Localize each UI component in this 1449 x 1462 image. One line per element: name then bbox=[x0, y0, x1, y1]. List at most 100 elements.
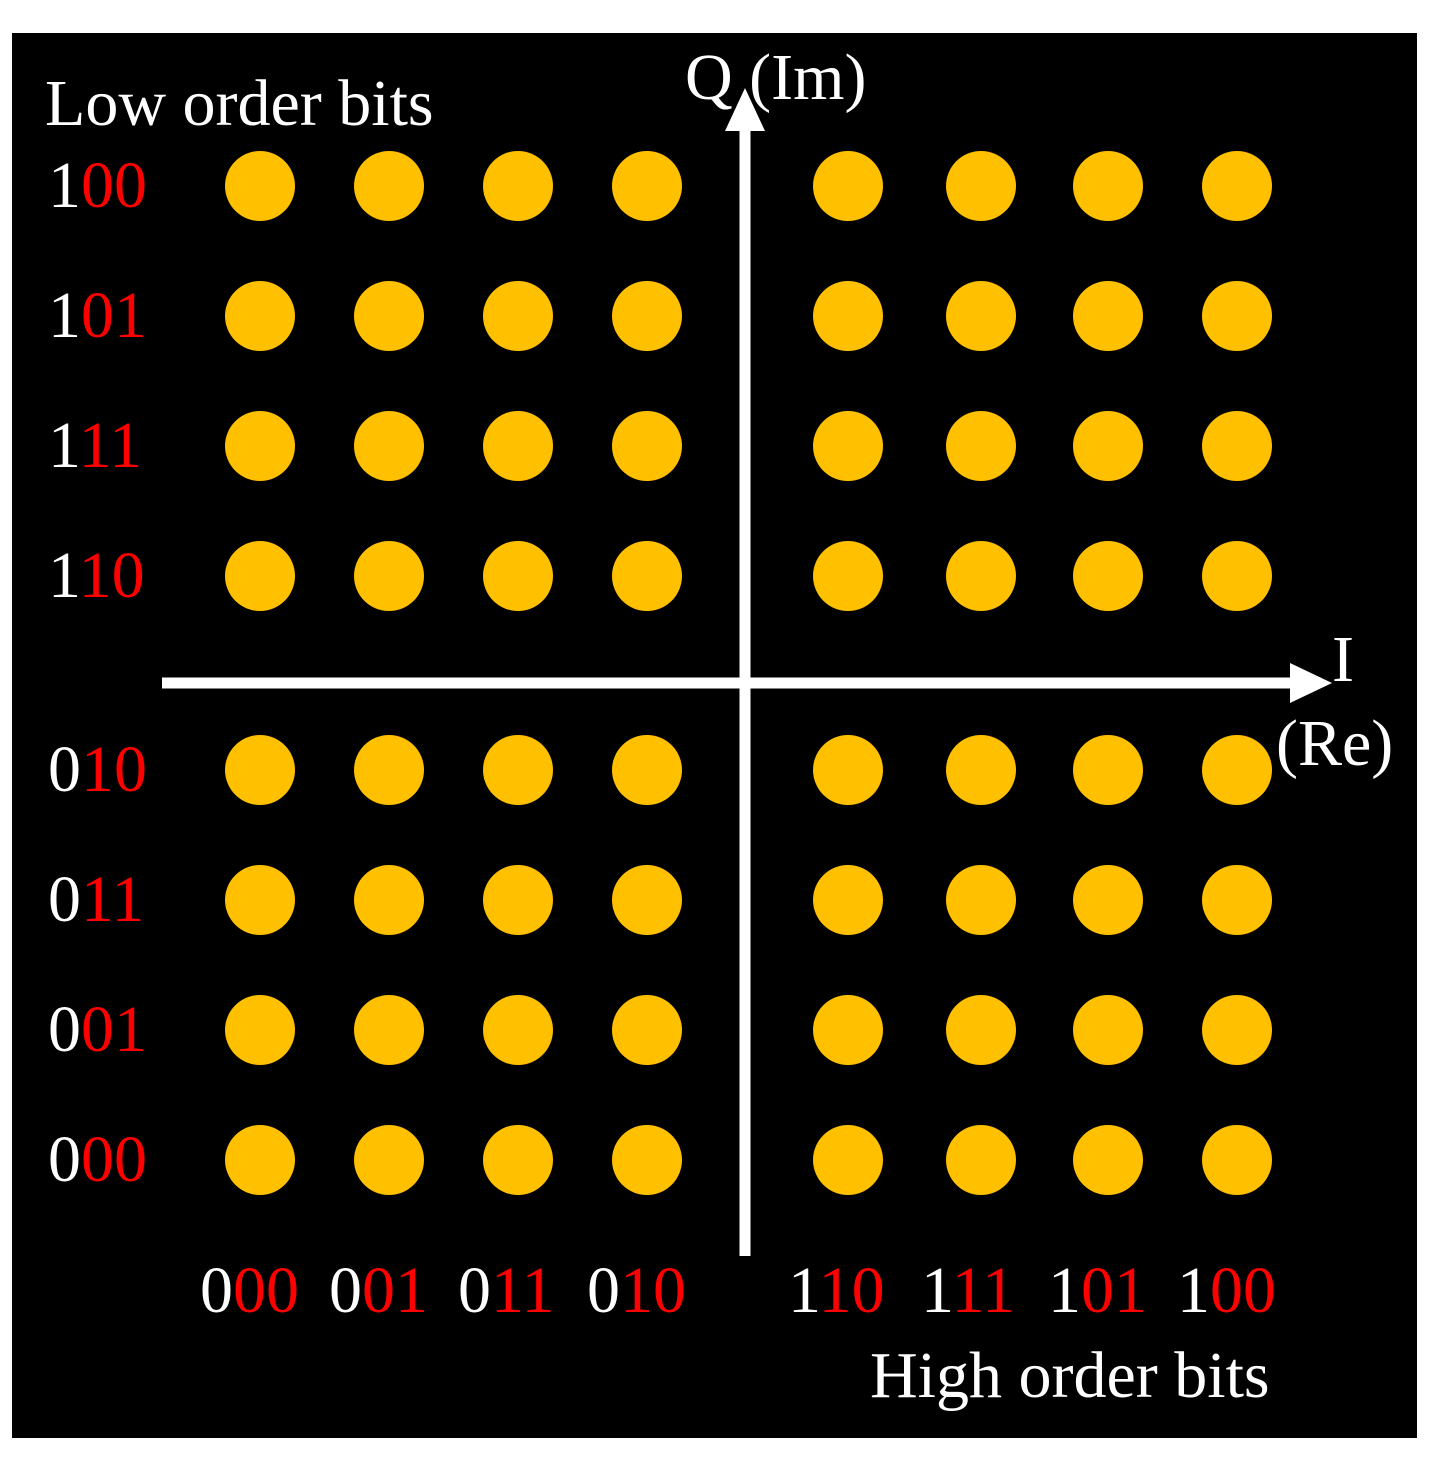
column-code-label: 011 bbox=[458, 1258, 555, 1324]
code-msb: 0 bbox=[48, 1123, 81, 1196]
constellation-point bbox=[612, 281, 682, 351]
constellation-point bbox=[612, 151, 682, 221]
constellation-point bbox=[225, 281, 295, 351]
constellation-point bbox=[354, 735, 424, 805]
constellation-point bbox=[483, 1125, 553, 1195]
constellation-point bbox=[225, 995, 295, 1065]
constellation-point bbox=[1073, 151, 1143, 221]
row-code-label: 111 bbox=[48, 413, 142, 479]
code-msb: 0 bbox=[587, 1254, 620, 1327]
code-lsb: 11 bbox=[78, 409, 143, 482]
row-code-label: 011 bbox=[48, 867, 145, 933]
constellation-point bbox=[483, 411, 553, 481]
constellation-point bbox=[1202, 735, 1272, 805]
code-msb: 1 bbox=[48, 539, 79, 612]
axes bbox=[162, 88, 1332, 1256]
constellation-point bbox=[1073, 865, 1143, 935]
column-code-label: 111 bbox=[921, 1258, 1015, 1324]
constellation-point bbox=[946, 735, 1016, 805]
code-lsb: 01 bbox=[1081, 1254, 1147, 1327]
constellation-point bbox=[225, 151, 295, 221]
constellation-point bbox=[1202, 995, 1272, 1065]
constellation-points bbox=[225, 151, 1272, 1195]
constellation-point bbox=[483, 541, 553, 611]
constellation-point bbox=[813, 541, 883, 611]
constellation-point bbox=[813, 865, 883, 935]
constellation-point bbox=[1073, 411, 1143, 481]
constellation-point bbox=[813, 151, 883, 221]
constellation-point bbox=[612, 541, 682, 611]
constellation-point bbox=[946, 995, 1016, 1065]
constellation-diagram bbox=[162, 88, 1332, 1256]
constellation-point bbox=[225, 865, 295, 935]
re-axis-label: (Re) bbox=[1276, 707, 1394, 780]
constellation-point bbox=[483, 865, 553, 935]
constellation-point bbox=[813, 735, 883, 805]
code-msb: 1 bbox=[1048, 1254, 1081, 1327]
constellation-point bbox=[483, 151, 553, 221]
constellation-point bbox=[946, 281, 1016, 351]
constellation-point bbox=[813, 995, 883, 1065]
code-msb: 0 bbox=[458, 1254, 491, 1327]
column-code-label: 101 bbox=[1048, 1258, 1147, 1324]
code-msb: 1 bbox=[1177, 1254, 1210, 1327]
i-axis-label: I bbox=[1332, 623, 1354, 696]
constellation-point bbox=[354, 151, 424, 221]
constellation-point bbox=[483, 281, 553, 351]
constellation-point bbox=[483, 995, 553, 1065]
column-code-label: 001 bbox=[329, 1258, 428, 1324]
code-msb: 1 bbox=[788, 1254, 819, 1327]
code-msb: 0 bbox=[200, 1254, 233, 1327]
constellation-point bbox=[946, 865, 1016, 935]
low-order-bits-label: Low order bits bbox=[45, 67, 434, 140]
code-msb: 1 bbox=[48, 149, 81, 222]
constellation-point bbox=[1073, 541, 1143, 611]
constellation-point bbox=[1073, 995, 1143, 1065]
code-lsb: 00 bbox=[1210, 1254, 1276, 1327]
q-axis-label: Q (Im) bbox=[685, 41, 867, 114]
code-lsb: 01 bbox=[81, 993, 147, 1066]
row-code-label: 100 bbox=[48, 153, 147, 219]
constellation-point bbox=[946, 1125, 1016, 1195]
constellation-point bbox=[612, 735, 682, 805]
code-lsb: 10 bbox=[78, 539, 145, 612]
q-axis-arrowhead bbox=[725, 88, 765, 131]
constellation-point bbox=[1202, 281, 1272, 351]
row-code-label: 101 bbox=[48, 283, 147, 349]
constellation-point bbox=[813, 281, 883, 351]
code-msb: 0 bbox=[48, 733, 81, 806]
constellation-point bbox=[225, 411, 295, 481]
row-code-label: 110 bbox=[48, 543, 145, 609]
constellation-point bbox=[225, 541, 295, 611]
constellation-point bbox=[225, 735, 295, 805]
constellation-point bbox=[946, 411, 1016, 481]
constellation-point bbox=[612, 411, 682, 481]
constellation-point bbox=[813, 411, 883, 481]
code-msb: 1 bbox=[48, 409, 79, 482]
code-msb: 0 bbox=[329, 1254, 362, 1327]
code-msb: 0 bbox=[48, 993, 81, 1066]
constellation-point bbox=[612, 995, 682, 1065]
row-code-label: 010 bbox=[48, 737, 147, 803]
code-lsb: 11 bbox=[951, 1254, 1016, 1327]
column-code-label: 100 bbox=[1177, 1258, 1276, 1324]
constellation-point bbox=[1202, 411, 1272, 481]
constellation-point bbox=[225, 1125, 295, 1195]
constellation-panel: Q (Im) I (Re) Low order bits High order … bbox=[12, 33, 1417, 1438]
column-code-label: 110 bbox=[788, 1258, 885, 1324]
code-lsb: 00 bbox=[81, 149, 147, 222]
code-lsb: 11 bbox=[81, 863, 145, 936]
constellation-point bbox=[354, 411, 424, 481]
constellation-point bbox=[946, 541, 1016, 611]
code-msb: 1 bbox=[921, 1254, 952, 1327]
constellation-point bbox=[612, 865, 682, 935]
constellation-point bbox=[1202, 1125, 1272, 1195]
constellation-point bbox=[813, 1125, 883, 1195]
constellation-point bbox=[1202, 151, 1272, 221]
code-lsb: 01 bbox=[81, 279, 147, 352]
code-lsb: 11 bbox=[491, 1254, 555, 1327]
constellation-point bbox=[354, 995, 424, 1065]
constellation-point bbox=[1202, 865, 1272, 935]
constellation-point bbox=[612, 1125, 682, 1195]
constellation-point bbox=[1202, 541, 1272, 611]
